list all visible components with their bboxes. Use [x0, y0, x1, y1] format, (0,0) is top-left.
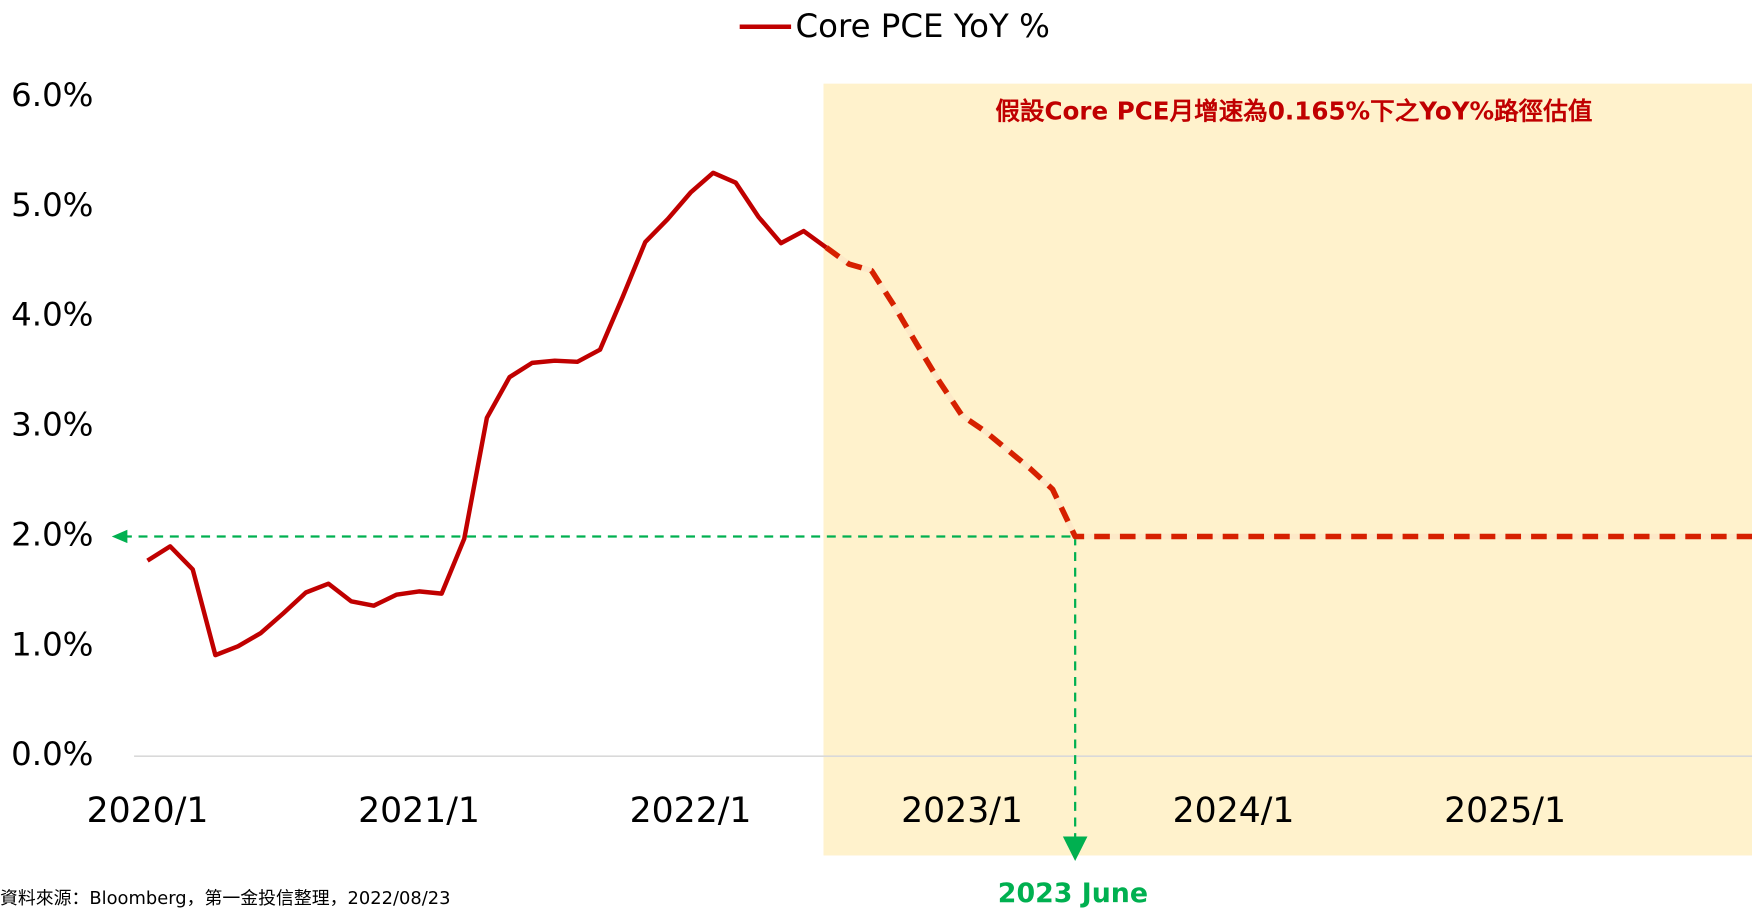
- arrow-left: [111, 529, 128, 544]
- x-tick-label: 2023/1: [901, 791, 1023, 831]
- target-label: 2023 June: [998, 878, 1148, 909]
- x-tick-label: 2020/1: [87, 791, 209, 831]
- y-tick-label: 6.0%: [11, 76, 93, 114]
- x-tick-label: 2024/1: [1173, 791, 1295, 831]
- y-tick-label: 2.0%: [11, 515, 93, 553]
- y-tick-label: 3.0%: [11, 406, 93, 444]
- y-tick-label: 0.0%: [11, 735, 93, 773]
- legend-label: Core PCE YoY %: [796, 7, 1050, 45]
- y-tick-label: 5.0%: [11, 186, 93, 224]
- source: 資料來源：Bloomberg，第一金投信整理，2022/08/23: [0, 888, 451, 909]
- arrow-down: [1062, 836, 1088, 862]
- y-tick-label: 4.0%: [11, 296, 93, 334]
- x-tick-label: 2025/1: [1444, 791, 1566, 831]
- series-line: [824, 245, 1752, 540]
- x-tick-label: 2021/1: [358, 791, 480, 831]
- y-tick-label: 1.0%: [11, 625, 93, 663]
- shade-label: 假設Core PCE月增速為0.165%下之YoY%路徑估值: [995, 97, 1592, 126]
- series-line: [146, 170, 828, 658]
- projection-shade: [823, 83, 1752, 856]
- x-tick-label: 2022/1: [630, 791, 752, 831]
